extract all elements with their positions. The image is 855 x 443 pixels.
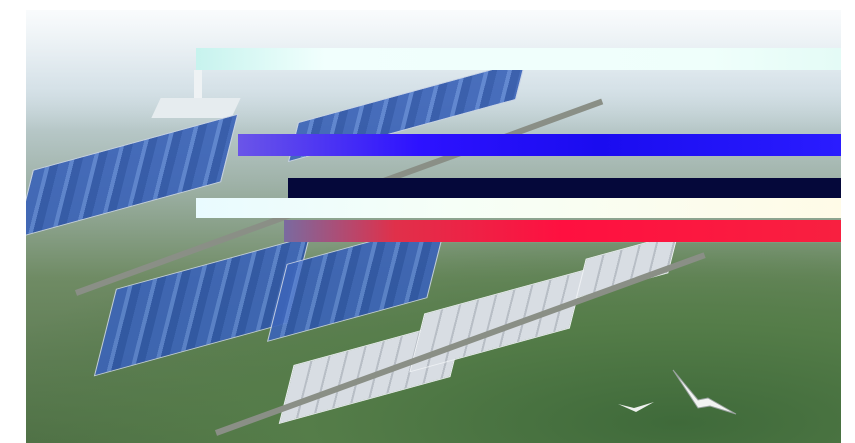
power-plant bbox=[151, 98, 241, 118]
solar-roof-block-west bbox=[26, 113, 239, 239]
bird-icon bbox=[618, 402, 654, 412]
glitch-band-cyan bbox=[196, 48, 841, 70]
glitch-band-red bbox=[284, 220, 841, 242]
glitch-band-white bbox=[196, 198, 841, 218]
aerial-factory-photo bbox=[26, 10, 841, 443]
bird-icon bbox=[672, 369, 737, 415]
glitch-band-blue bbox=[238, 134, 841, 156]
glitch-band-navy bbox=[288, 178, 841, 198]
chimney-icon bbox=[194, 70, 202, 106]
